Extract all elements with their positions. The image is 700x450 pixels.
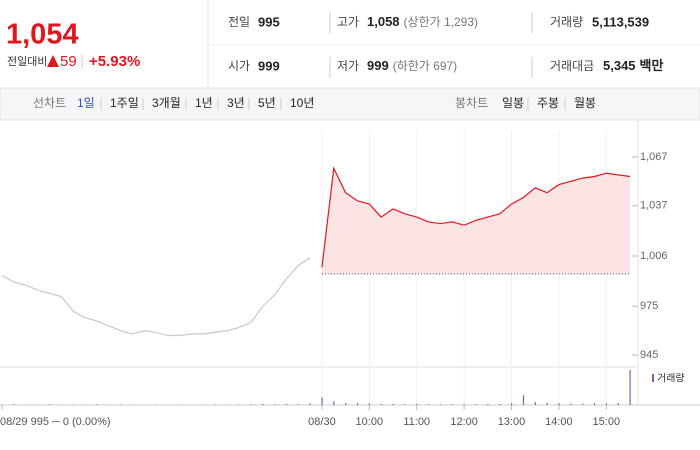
tab[interactable]: 3년 [227, 96, 245, 110]
price: 1,054 [6, 19, 79, 51]
volume-bar [617, 402, 619, 405]
volume-bar [629, 370, 631, 405]
stat-value: 1,058 (상한가 1,293) [367, 14, 478, 29]
stat-unit: 백만 [640, 58, 664, 73]
stat-label: 고가 [337, 15, 359, 29]
volume-bar [404, 404, 406, 405]
line [321, 166, 631, 268]
tabs: 1일 1주일 3개월 1년 3년 5년 10년 일봉 주봉 월봉 [77, 96, 596, 110]
x-tick-label: 08/29 995 ─ 0 (0.00%) [0, 416, 111, 428]
volume-bar [546, 402, 548, 405]
volume-bar [428, 404, 430, 405]
volume-bar [368, 403, 371, 405]
tab-group-label: 봉차트 [455, 96, 488, 110]
volume-bar [309, 403, 311, 405]
x-tick-label: 10:00 [356, 416, 384, 428]
volume-bar [558, 403, 560, 405]
tab[interactable]: 1일 [77, 96, 95, 110]
stat-label: 거래대금 [550, 59, 594, 73]
tab[interactable]: 10년 [290, 96, 314, 110]
volume-bar [356, 403, 359, 405]
volume-bar [297, 404, 299, 405]
plot: 08/29 995 ─ 0 (0.00%) 08/30 10:00 11:00 12:0… [0, 130, 668, 428]
stat-value: 5,113,539 [592, 14, 649, 29]
legend-marker [652, 374, 654, 382]
stat-value: 5,345 [603, 58, 636, 73]
x-tick-label: 14:00 [545, 416, 573, 428]
stat-value: 1,058 [367, 14, 400, 29]
y-tick-label: 1,006 [640, 250, 668, 262]
volume-bar [416, 403, 418, 405]
stat-value: 995 [258, 14, 280, 29]
volume-bar [13, 404, 15, 405]
volume-bar [333, 401, 335, 405]
y-tick-label: 945 [640, 349, 658, 361]
volume-bar [262, 403, 264, 405]
volume-bar [439, 404, 442, 405]
change: 59 [60, 53, 77, 70]
y-tick-label: 975 [640, 300, 658, 312]
volume-bar [48, 404, 51, 405]
volume-bar [605, 403, 608, 405]
tab-bar [0, 87, 700, 121]
tab[interactable]: 주봉 [537, 96, 559, 110]
tab[interactable]: 5년 [258, 96, 276, 110]
x-tick-label: 11:00 [403, 416, 430, 428]
volume-bar [534, 402, 536, 405]
stat-label: 저가 [337, 59, 359, 73]
tab[interactable]: 1년 [195, 96, 213, 110]
stat-value: 999 [367, 58, 389, 73]
volume-bar [345, 402, 347, 405]
stat-value: 5,345 백만 [603, 58, 664, 73]
volume-bar [499, 403, 501, 405]
line [1, 257, 311, 337]
tab[interactable]: 일봉 [502, 96, 524, 110]
volume-bar [463, 404, 465, 405]
tab[interactable]: 3개월 [152, 96, 181, 110]
tab[interactable]: 월봉 [574, 96, 596, 110]
volume-bar [285, 403, 288, 405]
stat-label: 시가 [228, 59, 250, 73]
y-tick-label: 1,037 [640, 200, 668, 212]
volume-bar [321, 397, 323, 405]
rate: +5.93% [89, 53, 140, 70]
tab-group-label: 선차트 [33, 96, 66, 110]
stat-value: 999 (하한가 697) [367, 58, 457, 73]
stat-note: (상한가 1,293) [404, 15, 478, 29]
legend-label: 거래량 [657, 373, 685, 385]
change-label: 전일대비 [7, 54, 47, 68]
x-tick-label: 13:00 [498, 416, 526, 428]
stat-label: 거래량 [550, 15, 583, 29]
volume-bar [274, 404, 276, 405]
up-arrow [47, 55, 59, 67]
stat-label: 전일 [228, 15, 250, 29]
volume-bar [511, 403, 513, 405]
volume-bar [522, 395, 525, 405]
stat-note: (하한가 697) [393, 59, 457, 73]
volume-bar [487, 403, 489, 405]
area [321, 168, 630, 274]
volume-bar [593, 403, 596, 405]
volume-bar [582, 403, 584, 405]
volume-bar [451, 404, 453, 405]
volume-bar [392, 403, 394, 405]
volume-bar [96, 404, 98, 405]
x-tick-label: 08/30 [308, 416, 336, 428]
x-tick-label: 15:00 [593, 416, 621, 428]
volume-bar [475, 404, 477, 405]
volume-bar [570, 403, 572, 405]
tab[interactable]: 1주일 [110, 96, 139, 110]
y-tick-label: 1,067 [640, 151, 668, 163]
volume-bar [250, 404, 252, 405]
volume-bar [380, 403, 382, 405]
stat-value: 999 [258, 58, 280, 73]
x-tick-label: 12:00 [450, 416, 478, 428]
